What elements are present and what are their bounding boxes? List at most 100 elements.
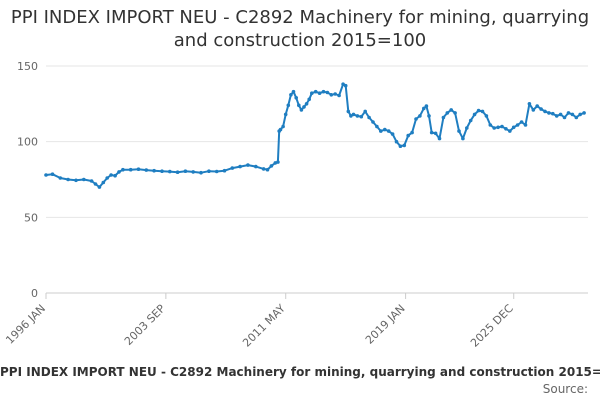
data-point[interactable] [543,109,547,114]
data-point[interactable] [74,178,78,183]
data-point[interactable] [484,114,489,118]
data-point[interactable] [144,168,149,172]
data-point[interactable] [93,182,98,186]
data-point[interactable] [582,111,586,115]
data-point[interactable] [307,97,312,102]
data-point[interactable] [297,103,301,108]
data-point[interactable] [329,93,334,97]
data-point[interactable] [294,96,299,100]
data-point[interactable] [222,168,227,173]
data-point[interactable] [278,127,283,132]
data-point[interactable] [351,112,356,117]
data-point[interactable] [269,164,274,168]
data-point[interactable] [461,136,465,141]
data-point[interactable] [511,125,516,130]
data-point[interactable] [480,109,485,114]
data-point[interactable] [535,104,539,108]
data-point[interactable] [394,139,399,144]
data-point[interactable] [492,126,497,130]
data-point[interactable] [199,170,203,175]
data-point[interactable] [515,123,520,127]
data-point[interactable] [476,108,481,113]
data-point[interactable] [574,115,579,120]
data-point[interactable] [449,108,454,112]
data-point[interactable] [504,127,508,131]
data-point[interactable] [488,123,493,127]
data-point[interactable] [152,168,156,173]
data-point[interactable] [265,167,270,172]
data-point[interactable] [283,112,288,117]
data-point[interactable] [121,167,125,172]
data-point[interactable] [496,125,500,130]
data-point[interactable] [414,117,418,121]
data-point[interactable] [191,170,195,174]
data-point[interactable] [337,93,341,98]
data-point[interactable] [168,169,172,174]
data-point[interactable] [508,129,512,133]
data-point[interactable] [457,129,461,133]
data-point[interactable] [317,91,322,95]
data-point[interactable] [289,93,293,97]
data-point[interactable] [468,118,473,123]
data-point[interactable] [410,130,414,135]
data-point[interactable] [523,123,528,127]
data-point[interactable] [386,129,391,133]
data-point[interactable] [238,164,242,169]
data-point[interactable] [230,166,235,170]
data-point[interactable] [44,173,48,177]
data-point[interactable] [465,126,469,130]
data-point[interactable] [346,109,351,114]
data-point[interactable] [437,136,442,141]
data-point[interactable] [299,108,304,112]
data-point[interactable] [207,169,211,173]
data-point[interactable] [445,111,450,115]
data-point[interactable] [359,114,364,119]
data-point[interactable] [363,109,368,114]
data-point[interactable] [375,124,379,129]
data-point[interactable] [101,180,106,185]
data-point[interactable] [333,92,338,96]
data-point[interactable] [578,112,582,117]
data-point[interactable] [349,114,353,118]
data-point[interactable] [570,112,575,117]
legend[interactable]: PPI INDEX IMPORT NEU - C2892 Machinery f… [0,365,600,379]
data-point[interactable] [424,104,429,108]
data-point[interactable] [406,133,411,138]
data-point[interactable] [113,173,117,178]
data-point[interactable] [175,170,180,174]
data-point[interactable] [325,90,330,95]
data-point[interactable] [214,169,219,174]
data-point[interactable] [254,164,258,169]
data-point[interactable] [453,111,457,115]
data-point[interactable] [160,169,164,173]
data-point[interactable] [291,89,296,94]
data-point[interactable] [531,108,536,112]
data-point[interactable] [566,111,571,115]
data-point[interactable] [355,114,360,118]
data-point[interactable] [302,105,306,109]
data-point[interactable] [82,177,86,182]
data-point[interactable] [136,167,141,171]
data-point[interactable] [554,114,559,118]
data-point[interactable] [402,143,407,148]
data-point[interactable] [398,144,403,148]
data-point[interactable] [418,114,422,118]
data-point[interactable] [422,106,426,111]
data-point[interactable] [527,102,532,106]
data-point[interactable] [558,112,563,117]
data-point[interactable] [310,91,314,95]
data-point[interactable] [128,167,133,172]
data-point[interactable] [109,173,113,177]
series-line[interactable] [45,83,585,189]
data-point[interactable] [97,185,102,189]
data-point[interactable] [321,89,326,94]
data-point[interactable] [547,111,551,115]
data-point[interactable] [50,172,55,176]
data-point[interactable] [105,176,109,180]
data-point[interactable] [519,120,524,124]
data-point[interactable] [367,115,371,120]
data-point[interactable] [343,83,348,88]
data-point[interactable] [281,124,285,129]
legend-label[interactable]: PPI INDEX IMPORT NEU - C2892 Machinery f… [0,365,600,379]
data-point[interactable] [429,130,434,135]
